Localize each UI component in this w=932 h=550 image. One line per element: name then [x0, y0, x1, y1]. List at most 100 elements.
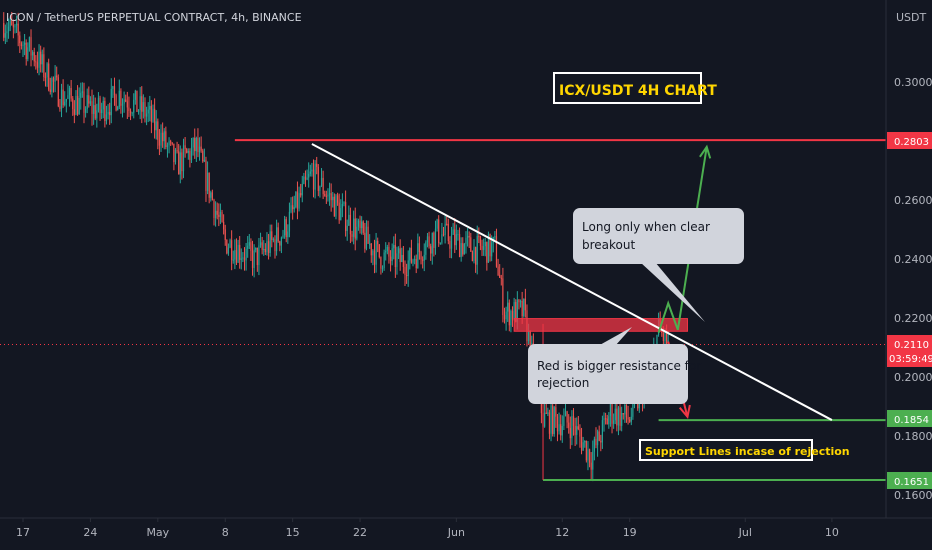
- time-axis[interactable]: 17 24 May 8 15 22 Jun 12 19 Jul 10: [16, 518, 839, 539]
- candle-body: [19, 35, 21, 44]
- candle-body: [203, 159, 205, 162]
- candle-body: [59, 106, 61, 109]
- candle-body: [194, 137, 196, 152]
- candle-body: [487, 234, 490, 263]
- x-tick-label: 17: [16, 526, 30, 539]
- candle-body: [208, 172, 210, 198]
- candle-body: [134, 90, 136, 100]
- candle-body: [89, 101, 92, 104]
- candle-body: [128, 107, 130, 111]
- candle-body: [666, 330, 668, 344]
- candle-body: [102, 100, 104, 110]
- candle-body: [269, 231, 271, 253]
- candle-body: [288, 211, 291, 232]
- badge-resistance: 0.2803: [887, 132, 932, 149]
- candle-body: [86, 95, 88, 109]
- candle-body: [197, 137, 199, 153]
- candle-body: [572, 416, 575, 426]
- bar-countdown: 03:59:49: [889, 354, 932, 365]
- candle-body: [508, 302, 510, 326]
- candle-body: [117, 106, 119, 111]
- candle-body: [54, 75, 56, 82]
- candle-body: [409, 248, 411, 261]
- candle-body: [348, 214, 350, 226]
- candle-body: [483, 246, 485, 250]
- candle-body: [163, 131, 165, 142]
- candle-body: [121, 103, 124, 106]
- y-tick-label: 0.2600: [894, 194, 932, 207]
- candle-body: [261, 242, 263, 250]
- candle-body: [83, 91, 85, 113]
- candle-body: [298, 193, 300, 209]
- candle-body: [97, 97, 100, 111]
- candle-body: [226, 239, 228, 254]
- candle-body: [590, 462, 592, 470]
- candle-body: [48, 63, 50, 90]
- candle-body: [460, 243, 462, 258]
- callout-red-resistance[interactable]: Red is bigger resistance for rejection: [528, 327, 701, 404]
- candle-body: [70, 88, 72, 99]
- candle-body: [393, 245, 395, 249]
- candle-body: [255, 247, 257, 250]
- candle-body: [271, 231, 273, 240]
- candle-body: [125, 99, 127, 102]
- candle-body: [22, 44, 24, 46]
- candle-body: [336, 195, 339, 203]
- candle-body: [434, 228, 437, 248]
- candle-body: [303, 176, 305, 184]
- candle-body: [118, 90, 120, 107]
- candle-body: [52, 78, 55, 82]
- candle-body: [548, 412, 551, 434]
- candle-body: [425, 242, 427, 255]
- candle-body: [3, 23, 5, 38]
- candle-body: [388, 246, 390, 257]
- candle-body: [168, 141, 170, 146]
- candle-body: [123, 99, 125, 104]
- candle-body: [211, 192, 213, 200]
- candle-body: [571, 416, 573, 439]
- candle-body: [598, 431, 600, 441]
- candle-body: [282, 235, 284, 238]
- candle-body: [346, 225, 348, 231]
- y-tick-label: 0.3000: [894, 76, 932, 89]
- price-axis[interactable]: 0.1600 0.1800 0.2000 0.2200 0.2400 0.2600 0.28…: [894, 76, 932, 502]
- candle-body: [611, 403, 613, 424]
- support-label-box: Support Lines incase of rejection: [639, 439, 850, 461]
- candle-body: [380, 257, 382, 269]
- x-tick-label: 19: [623, 526, 637, 539]
- candle-body: [381, 267, 384, 269]
- candle-body: [529, 331, 531, 360]
- candle-body: [311, 169, 313, 172]
- callout-long-breakout[interactable]: Long only when clear breakout: [573, 208, 744, 322]
- candle-body: [436, 219, 438, 229]
- candle-body: [49, 89, 51, 92]
- candle-body: [144, 102, 146, 117]
- candle-body: [247, 245, 249, 249]
- candle-body: [613, 420, 615, 424]
- candle-body: [41, 54, 43, 65]
- candle-body: [24, 42, 26, 45]
- candle-body: [129, 110, 132, 113]
- candle-body: [335, 195, 337, 217]
- candle-body: [383, 252, 385, 268]
- candle-body: [202, 150, 204, 162]
- candle-body: [174, 150, 177, 163]
- candle-body: [552, 405, 554, 434]
- candle-body: [109, 111, 111, 116]
- candles-layer: [3, 11, 669, 482]
- candle-body: [349, 214, 352, 235]
- candle-body: [78, 97, 80, 115]
- candle-body: [84, 108, 87, 113]
- candle-body: [131, 112, 133, 114]
- candle-body: [622, 413, 624, 415]
- candle-body: [205, 159, 207, 191]
- candle-body: [179, 152, 181, 175]
- candle-body: [178, 151, 180, 175]
- candle-body: [51, 78, 53, 92]
- candle-body: [351, 234, 353, 237]
- candle-body: [664, 330, 666, 342]
- candle-body: [396, 253, 398, 268]
- candle-body: [224, 229, 226, 240]
- candle-body: [320, 177, 323, 187]
